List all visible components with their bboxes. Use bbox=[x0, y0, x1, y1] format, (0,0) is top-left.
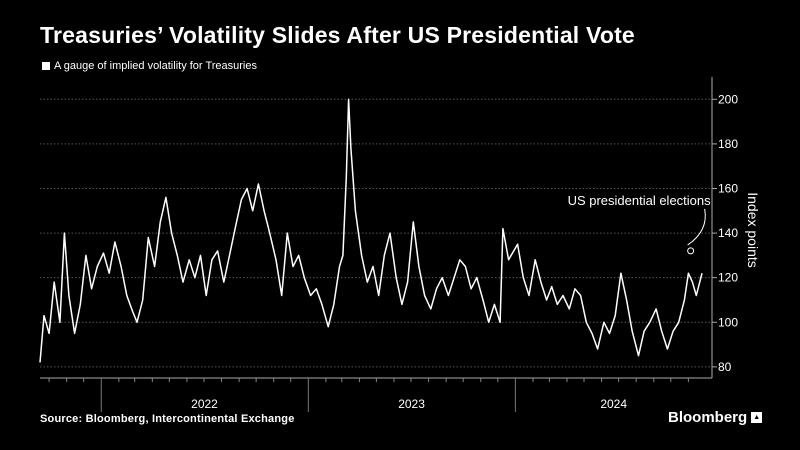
annotation-connector bbox=[687, 208, 706, 246]
y-tick-label: 160 bbox=[718, 181, 738, 195]
y-axis-title: Index points bbox=[745, 192, 761, 268]
brand-name: Bloomberg bbox=[668, 409, 748, 426]
legend-swatch bbox=[42, 62, 50, 70]
annotation-label: US presidential elections bbox=[568, 193, 712, 208]
y-tick-label: 200 bbox=[718, 92, 738, 106]
y-tick-label: 80 bbox=[718, 360, 732, 374]
x-axis: 2022 2023 2024 bbox=[40, 377, 712, 412]
volatility-series-line bbox=[39, 98, 703, 363]
y-axis-ticks: 80 100 120 140 160 180 200 bbox=[711, 77, 738, 378]
brand-badge-icon: ▲ bbox=[751, 412, 763, 423]
source-note: Source: Bloomberg, Intercontinental Exch… bbox=[40, 413, 295, 425]
y-tick-label: 140 bbox=[718, 226, 738, 240]
legend: A gauge of implied volatility for Treasu… bbox=[42, 60, 257, 72]
x-tick-label: 2024 bbox=[600, 397, 627, 411]
y-tick-label: 100 bbox=[718, 315, 738, 329]
election-annotation: US presidential elections bbox=[568, 193, 712, 255]
y-tick-label: 120 bbox=[718, 271, 738, 285]
gridlines bbox=[40, 98, 712, 368]
legend-label: A gauge of implied volatility for Treasu… bbox=[54, 60, 257, 72]
y-tick-label: 180 bbox=[718, 137, 738, 151]
x-tick-label: 2022 bbox=[191, 397, 218, 411]
brand-logo: Bloomberg ▲ bbox=[668, 409, 763, 426]
annotation-marker bbox=[687, 247, 695, 255]
x-tick-label: 2023 bbox=[398, 397, 425, 411]
chart-title: Treasuries’ Volatility Slides After US P… bbox=[40, 22, 635, 48]
